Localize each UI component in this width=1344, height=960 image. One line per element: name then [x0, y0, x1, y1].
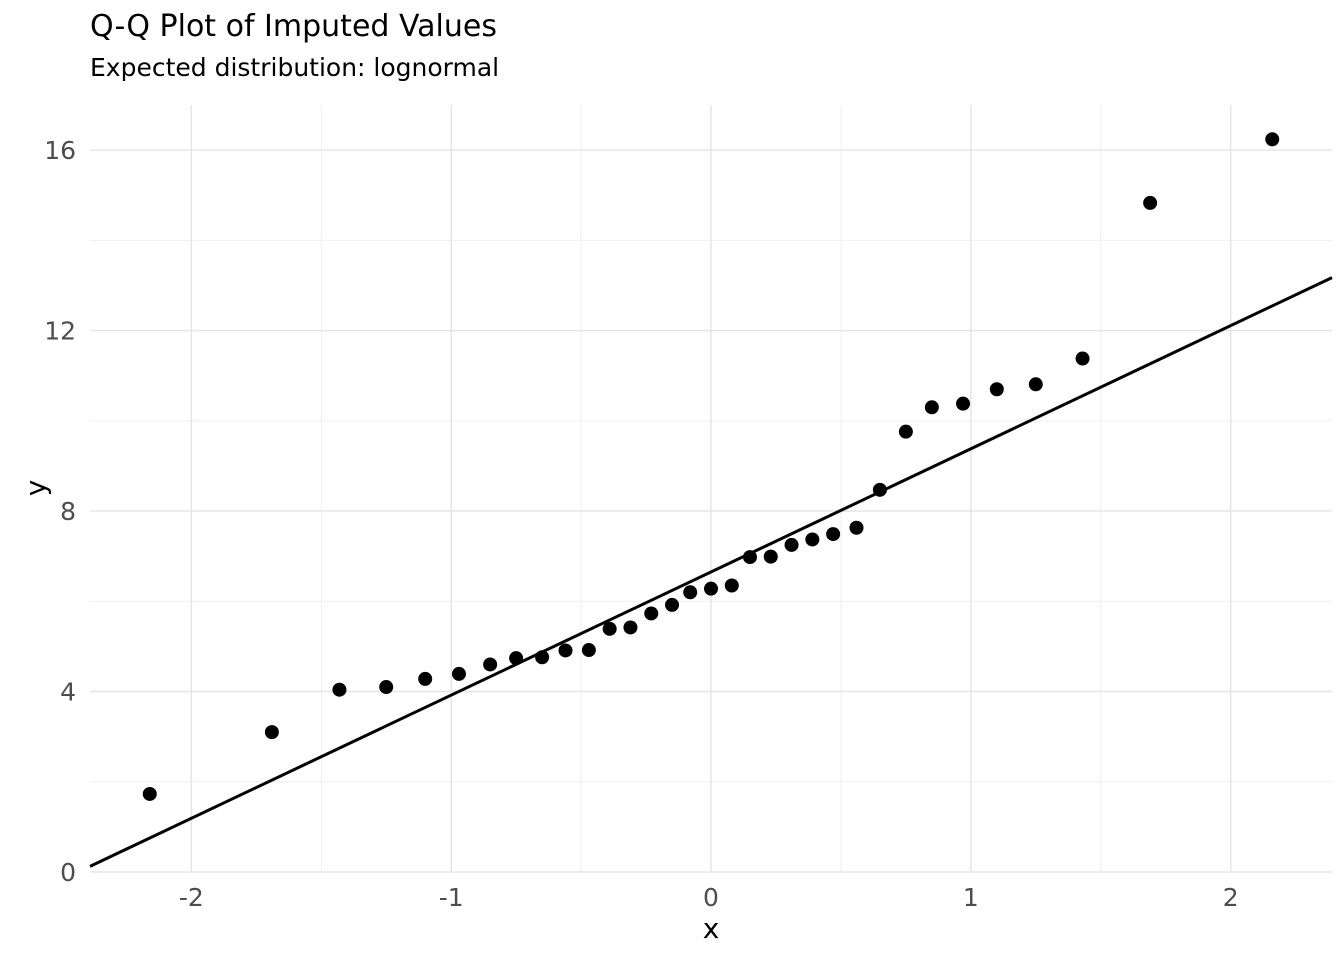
data-point	[742, 550, 757, 565]
x-axis-title: x	[702, 912, 720, 945]
data-point	[826, 527, 841, 542]
x-tick-label: -1	[439, 883, 464, 912]
y-tick-label: 0	[60, 858, 76, 887]
x-tick-label: -2	[179, 883, 204, 912]
data-point	[142, 786, 157, 801]
qq-reference-line	[89, 276, 1333, 868]
y-tick-label: 12	[44, 317, 76, 346]
plot-subtitle: Expected distribution: lognormal	[90, 53, 500, 82]
data-point	[724, 578, 739, 593]
data-point	[704, 581, 718, 596]
data-point	[763, 549, 778, 564]
x-tick-label: 0	[703, 883, 719, 912]
data-point	[898, 424, 913, 439]
data-point	[683, 585, 698, 600]
data-point	[418, 671, 433, 686]
y-tick-label: 16	[44, 136, 76, 165]
data-point	[956, 396, 971, 411]
y-tick-label: 4	[60, 678, 76, 707]
data-point	[379, 680, 394, 695]
data-point	[644, 606, 659, 621]
y-axis-title: y	[19, 479, 52, 497]
data-point	[558, 643, 573, 658]
data-point	[535, 650, 550, 665]
data-point	[602, 621, 617, 636]
data-point	[483, 657, 498, 672]
data-point	[451, 666, 466, 681]
data-point	[581, 643, 596, 658]
x-tick-label: 1	[963, 883, 979, 912]
data-point	[1028, 377, 1043, 392]
data-point	[989, 382, 1004, 397]
data-point	[805, 532, 820, 547]
data-point	[623, 620, 638, 635]
data-point	[784, 537, 799, 552]
x-tick-label: 2	[1223, 883, 1239, 912]
data-point	[872, 482, 887, 497]
data-point	[849, 520, 864, 535]
data-point	[665, 597, 680, 612]
y-tick-label: 8	[60, 497, 76, 526]
data-point	[1075, 351, 1090, 366]
data-point	[1265, 132, 1280, 147]
data-point	[332, 682, 347, 697]
data-point	[264, 725, 279, 740]
data-point	[1143, 195, 1158, 210]
data-point	[924, 400, 939, 415]
data-point	[509, 651, 524, 666]
plot-title: Q-Q Plot of Imputed Values	[90, 9, 497, 44]
